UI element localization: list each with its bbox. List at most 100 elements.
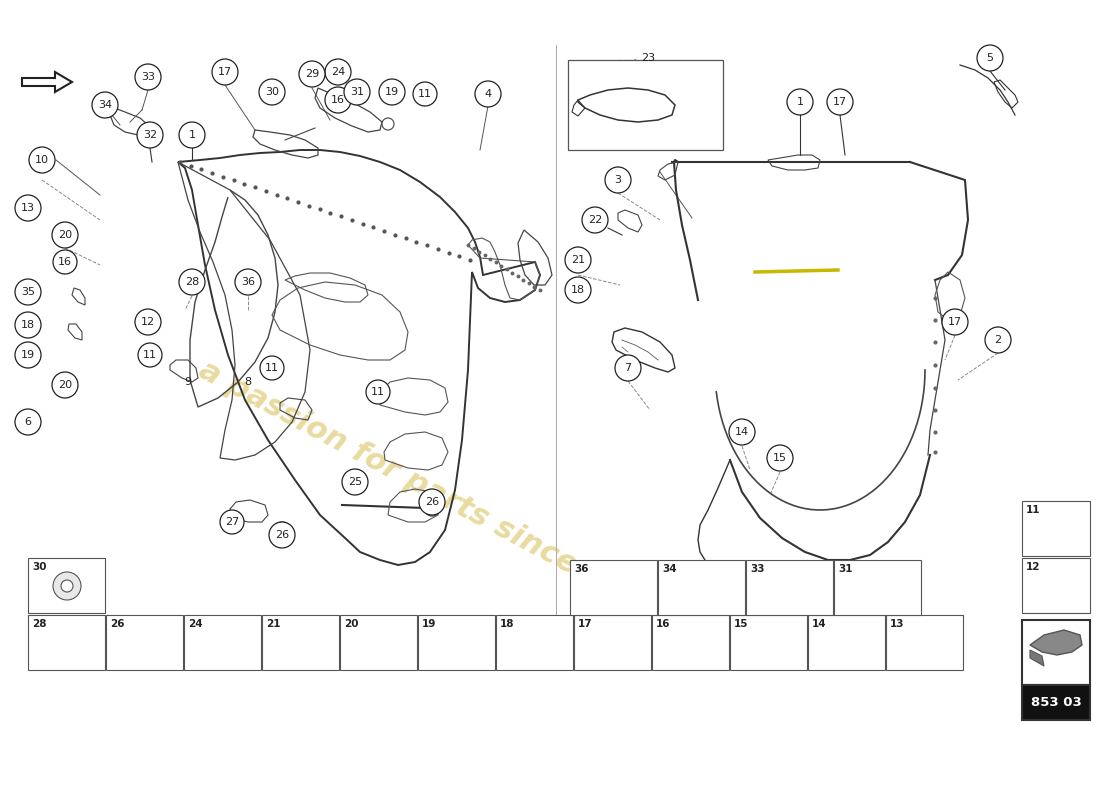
Text: 853 03: 853 03 (1031, 697, 1081, 710)
Circle shape (220, 510, 244, 534)
Text: 1: 1 (188, 130, 196, 140)
Text: 11: 11 (418, 89, 432, 99)
Circle shape (235, 269, 261, 295)
Text: 5: 5 (987, 53, 993, 63)
Text: 28: 28 (32, 619, 46, 629)
Bar (886, 615, 962, 670)
Circle shape (984, 327, 1011, 353)
Text: 32: 32 (143, 130, 157, 140)
Bar (1022, 685, 1090, 720)
Text: 11: 11 (1026, 505, 1041, 515)
Circle shape (605, 167, 631, 193)
Text: 23: 23 (641, 53, 656, 63)
Text: 1: 1 (796, 97, 803, 107)
Text: 16: 16 (58, 257, 72, 267)
Circle shape (767, 445, 793, 471)
Text: 33: 33 (141, 72, 155, 82)
Text: 24: 24 (188, 619, 202, 629)
Bar (1022, 501, 1090, 556)
Circle shape (258, 79, 285, 105)
Circle shape (135, 64, 161, 90)
Text: 17: 17 (578, 619, 593, 629)
Circle shape (942, 309, 968, 335)
Bar (746, 560, 833, 615)
Circle shape (827, 89, 853, 115)
Text: 18: 18 (571, 285, 585, 295)
Text: 10: 10 (35, 155, 50, 165)
Circle shape (344, 79, 370, 105)
Text: 16: 16 (331, 95, 345, 105)
Circle shape (92, 92, 118, 118)
Circle shape (53, 250, 77, 274)
Circle shape (379, 79, 405, 105)
Text: 34: 34 (662, 564, 676, 574)
Text: 13: 13 (21, 203, 35, 213)
Text: 17: 17 (948, 317, 962, 327)
Text: 13: 13 (890, 619, 904, 629)
Bar (418, 615, 495, 670)
Text: 14: 14 (812, 619, 826, 629)
Text: 30: 30 (32, 562, 46, 572)
Text: 7: 7 (625, 363, 631, 373)
Circle shape (270, 522, 295, 548)
Circle shape (419, 489, 446, 515)
Circle shape (60, 580, 73, 592)
Text: 14: 14 (735, 427, 749, 437)
Text: 18: 18 (500, 619, 515, 629)
Bar (834, 560, 921, 615)
Circle shape (366, 380, 390, 404)
Text: 18: 18 (21, 320, 35, 330)
Text: 21: 21 (266, 619, 280, 629)
Circle shape (342, 469, 369, 495)
Text: 21: 21 (571, 255, 585, 265)
Text: 16: 16 (656, 619, 671, 629)
Text: 20: 20 (344, 619, 359, 629)
Circle shape (15, 195, 41, 221)
Circle shape (212, 59, 238, 85)
Text: 36: 36 (241, 277, 255, 287)
Text: 8: 8 (244, 377, 252, 387)
Bar (652, 615, 729, 670)
Text: 12: 12 (141, 317, 155, 327)
Text: 20: 20 (58, 230, 73, 240)
Bar (570, 560, 657, 615)
Circle shape (179, 122, 205, 148)
Bar (28, 558, 105, 613)
Text: 11: 11 (143, 350, 157, 360)
Circle shape (272, 522, 292, 542)
Text: 20: 20 (58, 380, 73, 390)
Bar (808, 615, 886, 670)
Circle shape (299, 61, 324, 87)
Circle shape (582, 207, 608, 233)
Text: 11: 11 (371, 387, 385, 397)
Circle shape (29, 147, 55, 173)
Bar (106, 615, 183, 670)
Bar (658, 560, 745, 615)
Text: 4: 4 (484, 89, 492, 99)
Text: 31: 31 (350, 87, 364, 97)
Circle shape (135, 309, 161, 335)
Text: 19: 19 (385, 87, 399, 97)
Text: 19: 19 (422, 619, 437, 629)
Text: 33: 33 (750, 564, 764, 574)
Text: 27: 27 (224, 517, 239, 527)
Circle shape (565, 247, 591, 273)
Text: 2: 2 (994, 335, 1002, 345)
Bar (28, 615, 105, 670)
Text: 35: 35 (21, 287, 35, 297)
Circle shape (786, 89, 813, 115)
Text: 15: 15 (734, 619, 748, 629)
Bar (184, 615, 261, 670)
Circle shape (412, 82, 437, 106)
Circle shape (565, 277, 591, 303)
Text: 11: 11 (265, 363, 279, 373)
Circle shape (179, 269, 205, 295)
Bar (262, 615, 339, 670)
Polygon shape (1030, 630, 1082, 655)
Circle shape (15, 279, 41, 305)
Circle shape (615, 355, 641, 381)
Bar (1022, 558, 1090, 613)
Circle shape (53, 572, 81, 600)
Text: 29: 29 (305, 69, 319, 79)
Text: 26: 26 (110, 619, 124, 629)
